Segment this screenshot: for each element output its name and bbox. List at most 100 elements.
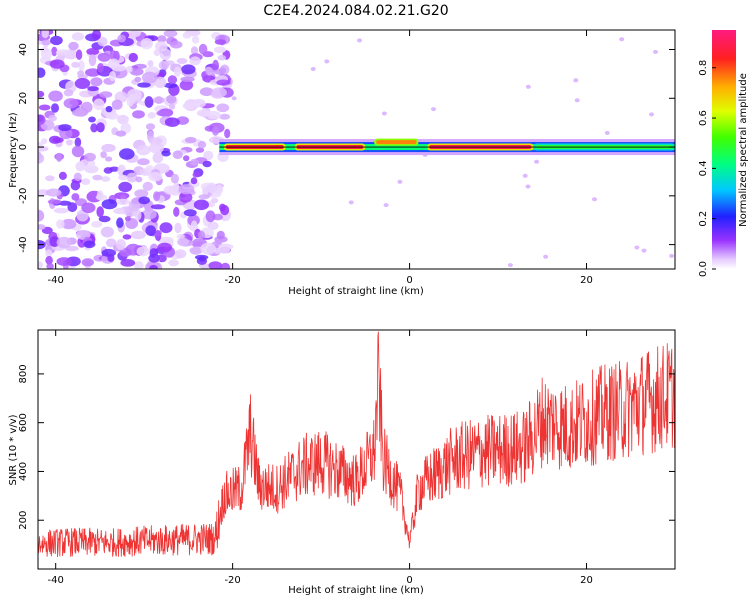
noise-blob	[431, 107, 436, 112]
noise-blob	[189, 247, 203, 255]
noise-blob	[177, 237, 189, 246]
noise-blob	[211, 87, 227, 98]
colorbar-tick-label: 0.8	[698, 60, 709, 76]
noise-blob	[106, 113, 120, 120]
colorbar-tick-label: 0.2	[698, 211, 709, 227]
noise-blob	[135, 176, 143, 183]
noise-blob	[153, 191, 161, 202]
noise-blob	[641, 248, 647, 253]
noise-blob	[215, 184, 224, 194]
noise-blob	[128, 52, 138, 63]
noise-blob	[148, 171, 163, 182]
noise-blob	[178, 184, 195, 195]
noise-blob	[63, 98, 79, 109]
noise-blob	[214, 39, 227, 45]
noise-blob	[653, 49, 658, 54]
noise-blob	[78, 60, 85, 72]
noise-blob	[136, 145, 151, 156]
noise-blob	[81, 258, 95, 267]
noise-blob	[190, 158, 199, 166]
noise-blob	[190, 177, 198, 185]
colorbar-ticks: 0.0 0.2 0.4 0.6 0.8	[698, 60, 716, 277]
noise-blob	[217, 54, 227, 61]
noise-blob	[182, 102, 194, 110]
noise-blob	[122, 234, 132, 240]
noise-blob	[216, 79, 231, 86]
snr-x-label: Height of straight line (km)	[288, 585, 424, 596]
noise-blob	[163, 30, 178, 38]
noise-blob	[46, 263, 54, 269]
noise-blob	[219, 113, 231, 120]
noise-blob	[179, 79, 194, 91]
noise-blob	[218, 243, 231, 254]
noise-blob	[381, 111, 387, 116]
noise-blob	[153, 96, 165, 104]
noise-blob	[192, 100, 206, 108]
noise-blob	[91, 221, 103, 228]
noise-blob	[619, 37, 625, 42]
noise-blob	[129, 67, 144, 76]
noise-blob	[83, 240, 96, 249]
noise-blob	[85, 68, 101, 77]
noise-blob	[120, 259, 136, 267]
noise-blob	[383, 203, 389, 208]
noise-blob	[141, 208, 157, 220]
noise-blob	[173, 206, 180, 217]
noise-blob	[45, 175, 55, 182]
noise-blob	[137, 82, 151, 88]
noise-blob	[604, 130, 610, 135]
spectrogram-heatmap	[38, 30, 675, 269]
noise-blob	[86, 48, 100, 56]
noise-blob	[111, 99, 123, 110]
spectrogram-frame	[37, 29, 676, 270]
noise-blob	[183, 155, 190, 162]
noise-blob	[205, 69, 216, 76]
noise-blob	[154, 76, 167, 88]
noise-blob	[324, 59, 330, 64]
noise-blob	[136, 246, 150, 257]
noise-blob	[174, 249, 187, 259]
colorbar-tick-label: 0.6	[698, 110, 709, 126]
y-tick-label: 200	[18, 511, 29, 530]
noise-blob	[92, 174, 103, 181]
noise-blob	[71, 32, 84, 41]
noise-blob	[116, 217, 124, 228]
noise-blob	[195, 147, 205, 153]
noise-blob	[38, 153, 45, 164]
noise-blob	[145, 225, 156, 237]
noise-blob	[91, 30, 102, 40]
noise-blob	[48, 114, 57, 122]
noise-blob	[199, 87, 214, 97]
noise-blob	[96, 206, 104, 218]
noise-blob	[525, 184, 531, 189]
x-tick-label: 0	[406, 275, 412, 286]
colorbar-tick-label: 0.4	[698, 160, 709, 176]
noise-blob	[184, 136, 197, 144]
spectrogram-x-ticks: -40 -20 0 20	[48, 30, 593, 286]
noise-blob	[71, 145, 85, 158]
noise-blob	[134, 189, 149, 198]
noise-blob	[96, 190, 104, 200]
noise-blob	[117, 34, 126, 43]
noise-blob	[66, 139, 73, 146]
noise-blob	[38, 90, 45, 98]
noise-blob	[61, 218, 77, 230]
noise-blob	[649, 112, 654, 117]
noise-blob	[216, 103, 230, 113]
snr-panel: -40 -20 0 20 200 400 600 800 Height of straigh…	[8, 329, 676, 596]
noise-blob	[214, 69, 224, 75]
noise-blob	[220, 262, 231, 269]
noise-blob	[84, 152, 96, 162]
noise-blob	[207, 221, 219, 230]
noise-blob	[152, 152, 164, 164]
noise-blob	[173, 181, 180, 193]
noise-blob	[67, 202, 78, 213]
noise-blob	[105, 156, 113, 162]
noise-blob	[41, 138, 48, 145]
noise-blob	[50, 35, 63, 46]
noise-blob	[108, 58, 120, 69]
noise-blob	[169, 40, 183, 49]
noise-blob	[212, 59, 220, 72]
noise-blob	[176, 58, 188, 64]
